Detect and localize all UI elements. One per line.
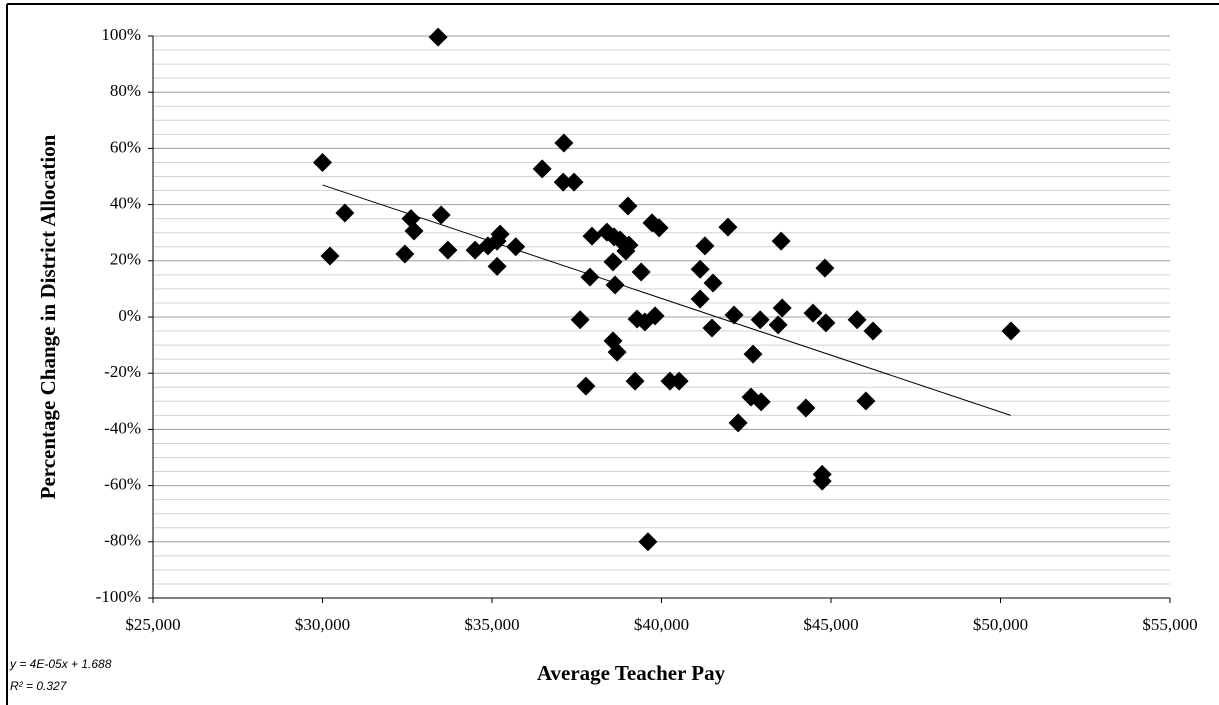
x-tick-label: $40,000 <box>634 615 689 634</box>
point <box>750 310 770 330</box>
point <box>812 471 832 491</box>
point <box>816 313 836 333</box>
point <box>553 172 573 192</box>
x-tick-label: $25,000 <box>125 615 180 634</box>
point <box>803 303 823 323</box>
point <box>313 152 332 172</box>
point <box>607 342 627 362</box>
point <box>506 237 526 257</box>
point <box>320 246 340 266</box>
y-tick-label: 100% <box>101 25 141 44</box>
point <box>631 262 651 282</box>
point <box>724 305 744 325</box>
point <box>863 321 883 341</box>
point <box>582 226 602 246</box>
x-tick-label: $35,000 <box>464 615 519 634</box>
point <box>669 371 689 391</box>
point <box>690 259 710 279</box>
point <box>431 205 451 225</box>
point <box>576 376 596 396</box>
y-tick-label: -60% <box>104 475 141 494</box>
point <box>768 315 788 335</box>
point <box>554 133 574 153</box>
point <box>743 344 763 364</box>
point <box>771 231 791 251</box>
point <box>625 371 645 391</box>
point <box>645 306 665 326</box>
y-tick-label: -20% <box>104 362 141 381</box>
point <box>690 289 710 309</box>
y-tick-label: -100% <box>96 587 141 606</box>
point <box>335 203 355 223</box>
x-tick-label: $55,000 <box>1142 615 1197 634</box>
point <box>603 252 623 272</box>
point <box>404 221 424 241</box>
equation: y = 4E-05x + 1.688 <box>9 657 112 671</box>
point <box>438 240 458 260</box>
x-tick-label: $45,000 <box>803 615 858 634</box>
point <box>703 273 723 293</box>
y-tick-label: 80% <box>110 81 141 100</box>
y-tick-label: 20% <box>110 250 141 269</box>
point <box>570 310 590 330</box>
y-tick-label: -40% <box>104 418 141 437</box>
point <box>1001 321 1021 341</box>
point <box>649 218 669 238</box>
point <box>751 392 771 412</box>
point <box>605 275 625 295</box>
x-axis-title: Average Teacher Pay <box>537 661 726 685</box>
trendline <box>322 184 1011 416</box>
point <box>718 217 738 237</box>
y-tick-label: -80% <box>104 531 141 550</box>
point <box>847 310 867 330</box>
point <box>532 159 552 179</box>
y-tick-label: 60% <box>110 137 141 156</box>
point <box>638 532 658 552</box>
point <box>695 236 715 256</box>
point <box>618 196 638 216</box>
x-tick-label: $30,000 <box>295 615 350 634</box>
point <box>772 298 792 318</box>
x-tick-label: $50,000 <box>973 615 1028 634</box>
point <box>487 256 507 276</box>
point <box>815 258 835 278</box>
point <box>490 224 510 244</box>
point <box>395 244 415 264</box>
point <box>702 318 722 338</box>
y-axis-title: Percentage Change in District Allocation <box>36 134 60 499</box>
point <box>619 235 639 255</box>
point <box>428 27 448 47</box>
point <box>728 413 748 433</box>
y-tick-label: 40% <box>110 194 141 213</box>
point <box>580 267 600 287</box>
point <box>796 398 816 418</box>
point <box>564 172 584 192</box>
y-tick-label: 0% <box>118 306 141 325</box>
point <box>856 391 876 411</box>
r-squared: R² = 0.327 <box>10 679 68 693</box>
